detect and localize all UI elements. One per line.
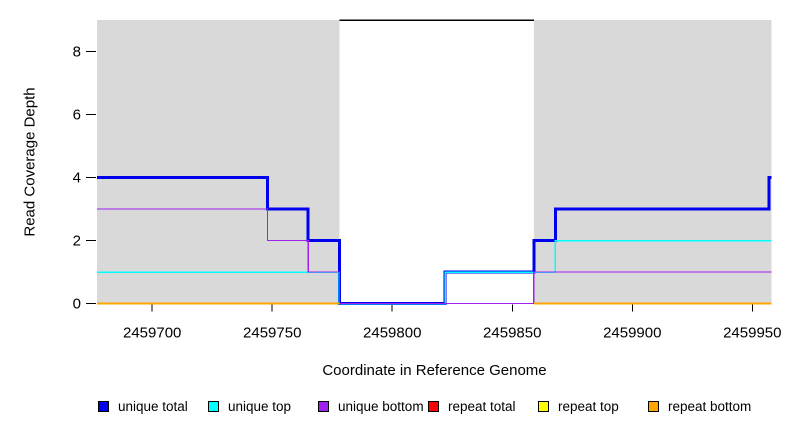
x-axis-tick-label: 2459800 (363, 325, 421, 342)
x-axis-tick-label: 2459750 (243, 325, 301, 342)
y-axis-title: Read Coverage Depth (21, 87, 39, 237)
series-line-unique-bottom (97, 208, 772, 305)
x-axis-tick-label: 2459900 (603, 325, 661, 342)
x-axis-tick-label: 2459950 (723, 325, 781, 342)
y-axis-tick-label: 4 (73, 170, 81, 187)
x-axis-tick-label: 2459850 (483, 325, 541, 342)
x-axis-tick-label: 2459700 (123, 325, 181, 342)
unique-region-shading-2 (533, 20, 772, 304)
y-axis-tick-label: 0 (73, 296, 81, 313)
y-axis-tick-label: 8 (73, 44, 81, 61)
y-axis-tick-label: 2 (73, 233, 81, 250)
x-axis-title: Coordinate in Reference Genome (322, 362, 547, 379)
unique-region-shading-1 (97, 20, 340, 304)
y-axis-tick-label: 6 (73, 107, 81, 124)
